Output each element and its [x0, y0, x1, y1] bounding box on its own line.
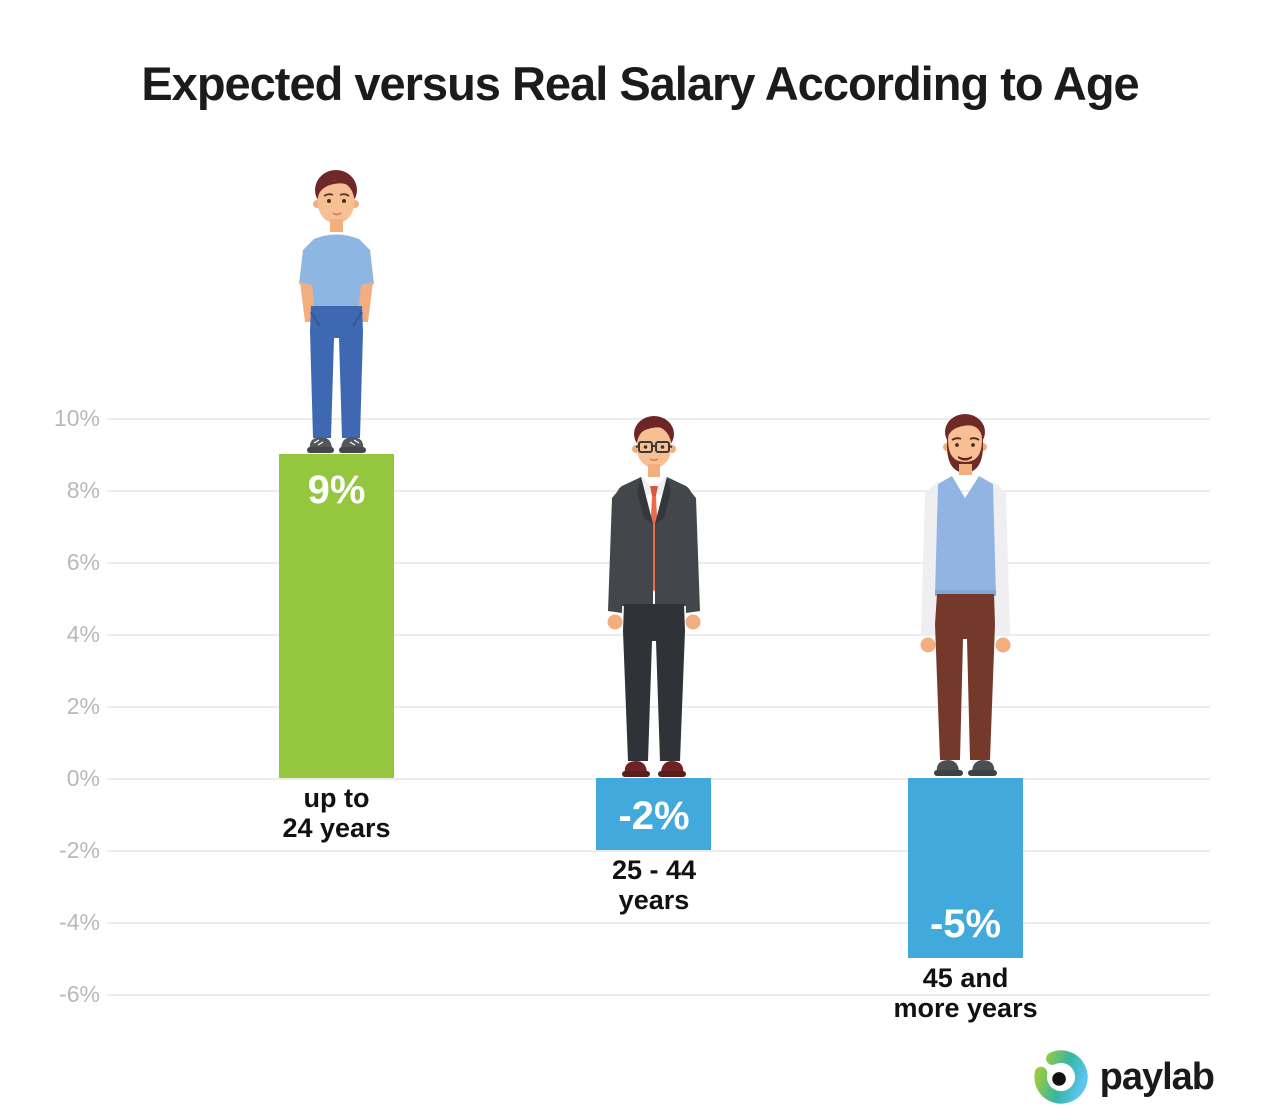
y-tick-label: 8%	[66, 477, 100, 503]
category-label: 45 and more years	[893, 963, 1038, 1023]
gridline	[107, 922, 1210, 924]
category-label: 25 - 44 years	[611, 855, 696, 915]
y-tick-label: 4%	[66, 621, 100, 647]
bar-1	[596, 778, 712, 850]
gridline	[107, 994, 1210, 996]
y-tick-label: -6%	[59, 981, 100, 1007]
bar-value-label: 9%	[307, 468, 366, 512]
y-tick-label: 2%	[66, 693, 100, 719]
y-tick-label: 10%	[53, 405, 100, 431]
y-tick-label: 6%	[66, 549, 100, 575]
y-tick-label: 0%	[66, 765, 100, 791]
businessman-suit-illustration	[607, 416, 701, 777]
bar-value-label: -2%	[618, 794, 690, 838]
y-tick-label: -2%	[59, 837, 100, 863]
bar-0	[279, 454, 395, 778]
young-man-casual-illustration	[299, 170, 374, 453]
paylab-logo: paylab	[1030, 1046, 1215, 1108]
logo-dot	[1051, 1072, 1066, 1086]
y-tick-label: -4%	[59, 909, 100, 935]
bar-2	[908, 778, 1024, 958]
bar-value-label: -5%	[929, 902, 1002, 946]
gridline	[107, 850, 1210, 852]
paylab-logo-icon	[1033, 1050, 1088, 1104]
category-label: up to 24 years	[282, 783, 391, 843]
paylab-logo-text: paylab	[1099, 1055, 1215, 1098]
plot-area: 9% up to 24 years -2% 25 - 44 years -5% 45 and m…	[107, 418, 1210, 1023]
chart-title: Expected versus Real Salary According to…	[141, 57, 1139, 110]
bearded-man-vest-illustration	[920, 414, 1011, 776]
